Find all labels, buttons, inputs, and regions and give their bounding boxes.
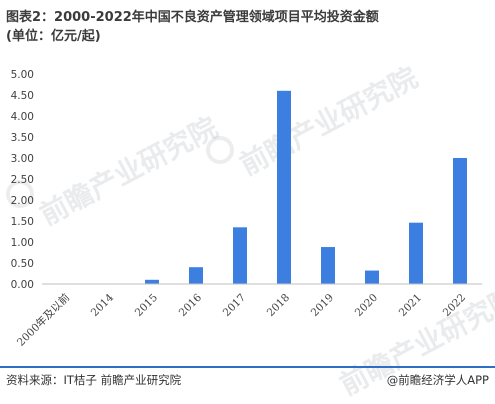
x-tick-label: 2021 (397, 292, 424, 319)
bar-2018 (277, 91, 291, 284)
source-text: 资料来源：IT桔子 前瞻产业研究院 (6, 372, 181, 388)
y-tick-label: 3.00 (11, 153, 34, 165)
x-tick-label: 2017 (221, 292, 248, 319)
x-tick-label: 2015 (133, 292, 160, 319)
bar-2017 (233, 227, 247, 284)
brand-text: @前瞻经济学人APP (387, 372, 489, 388)
x-tick-label: 2016 (177, 291, 205, 319)
bar-2016 (189, 267, 203, 284)
bars (145, 91, 467, 284)
bar-2021 (409, 223, 423, 284)
bar-chart: 0.00 0.50 1.00 1.50 2.00 2.50 3.00 3.50 4.00 4.50… (0, 0, 495, 366)
x-tick-label: 2018 (265, 292, 292, 319)
bar-2019 (321, 247, 335, 284)
bar-2020 (365, 271, 379, 284)
x-tick-label: 2020 (353, 292, 380, 319)
y-tick-label: 2.00 (11, 195, 34, 207)
y-tick-label: 2.50 (11, 174, 34, 186)
bar-2015 (145, 280, 159, 284)
x-tick-label: 2019 (309, 292, 336, 319)
y-tick-label: 3.50 (11, 132, 34, 144)
x-axis-labels: 2000年及以前 2014 2015 2016 2017 2018 2019 2020 2021… (14, 291, 468, 349)
bar-2022 (453, 158, 467, 284)
y-tick-label: 5.00 (11, 69, 34, 81)
y-tick-label: 0.00 (11, 279, 34, 291)
x-tick-label: 2000年及以前 (14, 291, 72, 349)
y-tick-label: 0.50 (11, 258, 34, 270)
x-tick-label: 2022 (441, 292, 468, 319)
y-tick-label: 4.00 (11, 111, 34, 123)
y-tick-label: 1.00 (11, 237, 34, 249)
y-tick-label: 1.50 (11, 216, 34, 228)
y-tick-label: 4.50 (11, 90, 34, 102)
y-axis: 0.00 0.50 1.00 1.50 2.00 2.50 3.00 3.50 4.00 4.50… (11, 69, 34, 291)
x-tick-label: 2014 (89, 291, 117, 319)
